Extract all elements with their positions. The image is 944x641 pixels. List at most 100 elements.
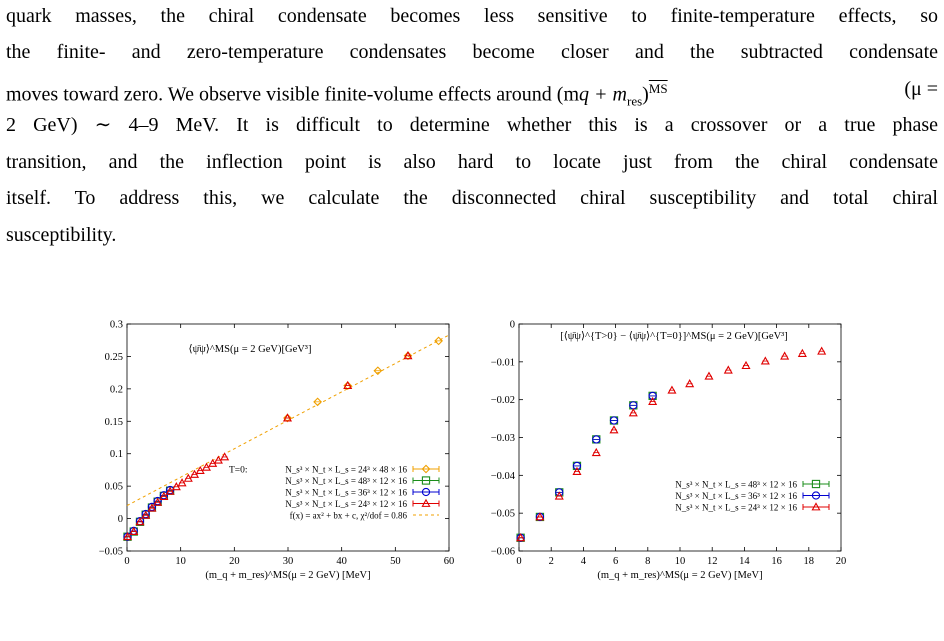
data-point xyxy=(183,473,193,482)
data-point xyxy=(648,391,657,401)
y-tick-label: −0.01 xyxy=(491,357,515,368)
data-point xyxy=(572,466,582,475)
data-point xyxy=(147,503,157,512)
data-point xyxy=(135,517,145,526)
data-point xyxy=(591,447,601,457)
data-point xyxy=(723,365,733,374)
data-point xyxy=(220,452,230,461)
paragraph-line: 2 GeV) ∼ 4–9 MeV. It is difficult to det… xyxy=(6,114,938,136)
legend-marker xyxy=(421,487,431,497)
series-group xyxy=(122,351,413,541)
data-point xyxy=(343,380,353,390)
data-point xyxy=(797,348,807,357)
data-point xyxy=(667,385,677,394)
data-point xyxy=(516,533,526,542)
y-tick-label: 0.25 xyxy=(105,352,123,363)
x-tick-label: 0 xyxy=(516,556,521,567)
y-tick-label: 0 xyxy=(510,320,515,331)
data-point xyxy=(282,413,293,422)
data-point xyxy=(141,509,150,519)
x-tick-label: 4 xyxy=(581,556,587,567)
data-point xyxy=(628,408,638,417)
x-tick-label: 60 xyxy=(444,556,455,567)
paragraph-line: quark masses, the chiral condensate beco… xyxy=(6,5,938,27)
x-tick-label: 10 xyxy=(175,556,186,567)
fit-line xyxy=(126,334,450,507)
data-point xyxy=(704,371,714,380)
data-point xyxy=(213,455,223,464)
data-point xyxy=(343,381,353,390)
legend-entry: N_s³ × N_t × L_s = 48³ × 12 × 16 xyxy=(285,476,407,486)
data-point xyxy=(403,351,413,360)
legend-entry: N_s³ × N_t × L_s = 24³ × 12 × 16 xyxy=(285,499,407,509)
data-point xyxy=(122,531,133,541)
legend-marker xyxy=(811,491,821,500)
y-tick-label: 0 xyxy=(118,514,123,525)
legend-entry: N_s³ × N_t × L_s = 24³ × 48 × 16 xyxy=(285,465,407,475)
data-point xyxy=(129,526,139,535)
data-point xyxy=(159,491,169,500)
data-point xyxy=(195,465,205,475)
paragraph-line: susceptibility. xyxy=(6,224,117,246)
x-axis-label: (m_q + m_res)^MS(μ = 2 GeV) [MeV] xyxy=(205,570,370,581)
x-tick-label: 16 xyxy=(771,556,782,567)
data-point xyxy=(592,435,601,444)
plot-frame xyxy=(518,323,842,552)
x-tick-label: 18 xyxy=(804,556,815,567)
x-tick-label: 40 xyxy=(336,556,347,567)
data-point xyxy=(189,469,200,478)
x-axis-label: (m_q + m_res)^MS(μ = 2 GeV) [MeV] xyxy=(597,570,762,581)
data-point xyxy=(159,491,169,500)
y-tick-label: −0.05 xyxy=(99,547,123,558)
legend-entry: N_s³ × N_t × L_s = 48³ × 12 × 16 xyxy=(675,480,797,490)
legend-entry: N_s³ × N_t × L_s = 24³ × 12 × 16 xyxy=(675,503,797,513)
data-point xyxy=(177,478,187,487)
series-group xyxy=(516,391,657,542)
legend-entry: f(x) = ax² + bx + c, χ²/dof = 0.86 xyxy=(290,511,408,521)
x-tick-label: 14 xyxy=(739,556,750,567)
data-point xyxy=(403,351,413,361)
data-point xyxy=(153,497,163,506)
data-point xyxy=(685,379,695,388)
y-tick-label: 0.2 xyxy=(110,384,123,395)
x-tick-label: 6 xyxy=(613,556,618,567)
data-point xyxy=(171,482,181,491)
legend-marker xyxy=(421,498,431,507)
series-group xyxy=(283,336,443,423)
data-point xyxy=(817,346,827,355)
data-point xyxy=(535,512,545,521)
series-group xyxy=(516,346,827,542)
x-tick-label: 30 xyxy=(283,556,294,567)
data-point xyxy=(648,396,658,405)
legend-marker xyxy=(421,476,431,485)
chart-title: [⟨ψ̄ψ⟩^{T>0} − ⟨ψ̄ψ⟩^{T=0}]^MS(μ = 2 GeV… xyxy=(560,331,788,342)
y-tick-label: −0.05 xyxy=(491,509,515,520)
data-point xyxy=(201,462,211,471)
y-tick-label: −0.04 xyxy=(491,471,516,482)
data-point xyxy=(572,461,582,471)
data-point xyxy=(760,356,770,365)
y-tick-label: 0.15 xyxy=(105,417,123,428)
data-point xyxy=(283,413,292,423)
data-point xyxy=(141,510,151,519)
chart-title: ⟨ψ̄ψ⟩^MS(μ = 2 GeV)[GeV³] xyxy=(189,344,312,355)
legend-marker xyxy=(811,479,821,489)
y-tick-label: 0.1 xyxy=(110,449,123,460)
legend-marker xyxy=(421,464,431,474)
y-tick-label: −0.06 xyxy=(491,547,515,558)
x-tick-label: 20 xyxy=(836,556,847,567)
y-tick-label: −0.02 xyxy=(491,395,515,406)
x-tick-label: 12 xyxy=(707,556,718,567)
legend-entry: N_s³ × N_t × L_s = 36³ × 12 × 16 xyxy=(675,491,797,501)
data-point xyxy=(165,486,175,495)
paragraph-line-math: moves toward zero. We observe visible fi… xyxy=(6,78,938,109)
data-point xyxy=(554,491,564,500)
paragraph-line: itself. To address this, we calculate th… xyxy=(6,187,938,209)
x-tick-label: 20 xyxy=(229,556,240,567)
x-tick-label: 8 xyxy=(645,556,650,567)
subtracted-condensate-chart: 0 2 4 6 8 10 12 14 16 18 20 −0.06 −0.05 −0.04 −0.03 −0.… xyxy=(475,310,855,610)
x-tick-label: 0 xyxy=(124,556,129,567)
legend-prefix: T=0: xyxy=(229,466,248,476)
data-point xyxy=(373,366,383,376)
data-point xyxy=(313,397,322,407)
